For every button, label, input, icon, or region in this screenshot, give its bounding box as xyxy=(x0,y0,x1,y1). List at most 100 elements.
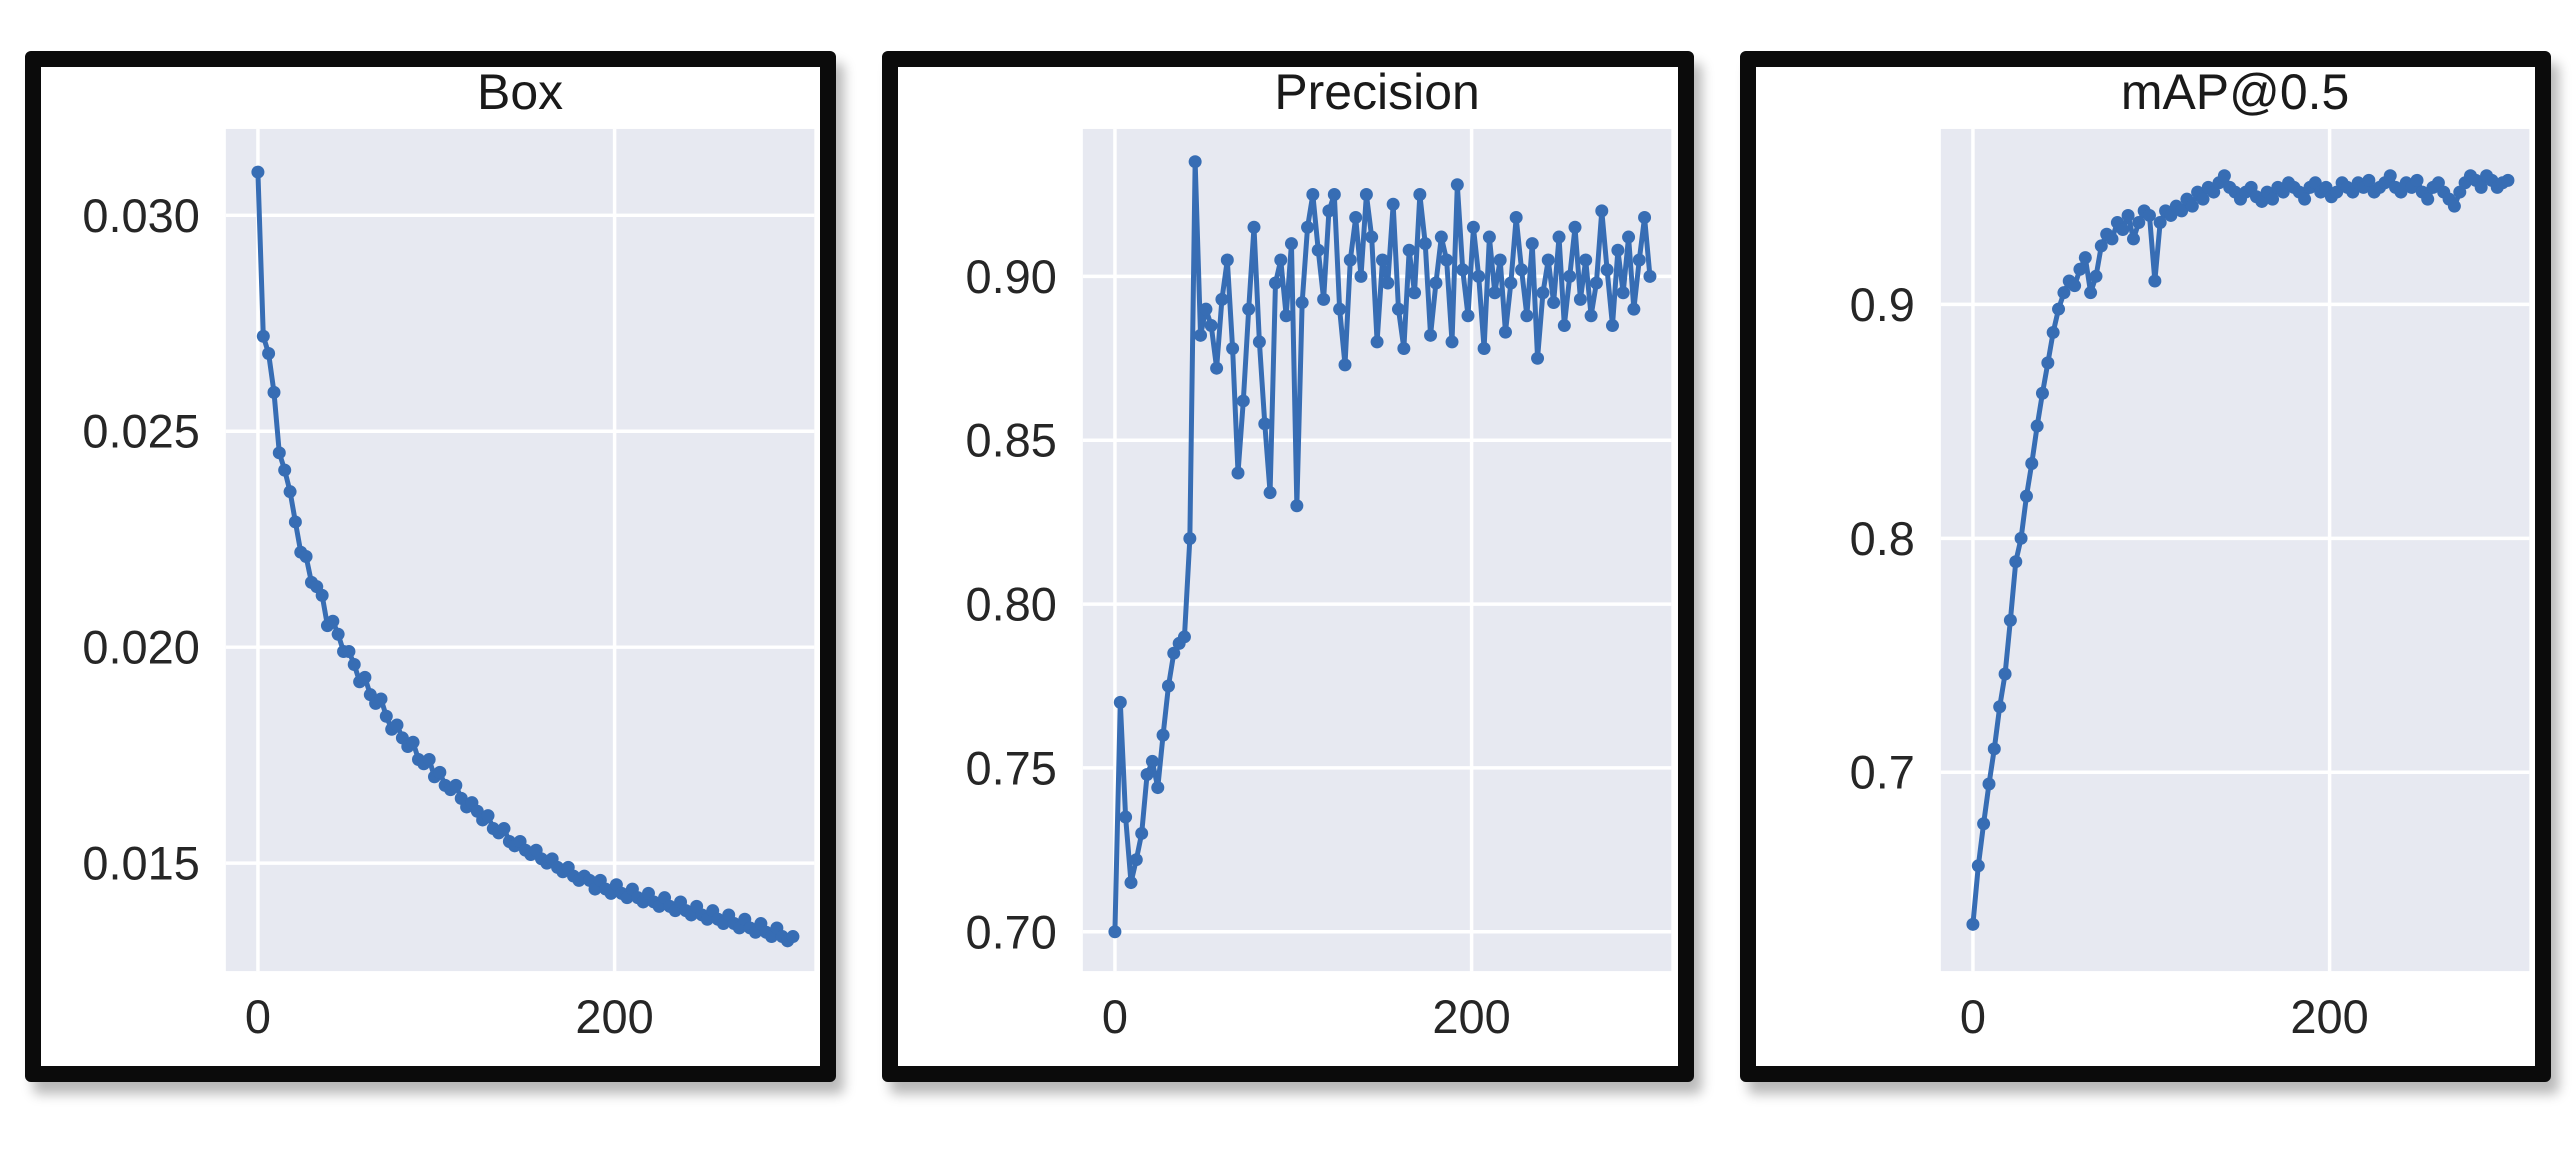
data-point xyxy=(2030,419,2044,433)
data-point xyxy=(1194,328,1208,342)
data-point xyxy=(2319,180,2333,194)
data-point xyxy=(449,778,463,792)
data-point xyxy=(1231,466,1245,480)
data-point xyxy=(1322,204,1336,218)
data-point xyxy=(1992,700,2006,714)
data-point xyxy=(1140,767,1154,781)
data-point xyxy=(1494,253,1508,267)
data-point xyxy=(278,463,292,477)
data-point xyxy=(2447,199,2461,213)
data-point xyxy=(1312,243,1326,257)
data-point xyxy=(786,930,800,944)
data-point xyxy=(2142,208,2156,222)
data-point xyxy=(1317,292,1331,306)
data-point xyxy=(1987,742,2001,756)
y-tick-label: 0.025 xyxy=(82,405,199,458)
data-point xyxy=(1205,319,1219,333)
data-point xyxy=(1531,351,1545,365)
data-point xyxy=(2105,232,2119,246)
data-point xyxy=(2420,192,2434,206)
data-point xyxy=(2041,356,2054,370)
data-point xyxy=(1135,826,1149,840)
data-point xyxy=(1178,630,1192,644)
data-point xyxy=(1183,532,1197,546)
data-point xyxy=(1552,230,1566,244)
data-point xyxy=(1579,253,1593,267)
x-tick-label: 0 xyxy=(1102,990,1128,1043)
data-point xyxy=(1617,286,1630,300)
data-point xyxy=(2003,613,2017,627)
data-point xyxy=(2008,555,2022,569)
data-point xyxy=(1167,646,1181,660)
data-point xyxy=(1966,917,1980,931)
data-point xyxy=(1295,296,1309,310)
data-point xyxy=(2126,232,2140,246)
data-point xyxy=(1488,286,1502,300)
data-point xyxy=(1483,230,1497,244)
data-point xyxy=(2362,173,2376,187)
data-point xyxy=(2383,169,2397,183)
data-point xyxy=(347,658,361,671)
map05-chart: mAP@0.5 0.9 0.8 0.7 0 200 xyxy=(1849,67,2529,1043)
data-point xyxy=(1982,777,1996,791)
data-point xyxy=(1210,361,1224,375)
data-point xyxy=(1279,309,1293,323)
data-point xyxy=(2410,173,2424,187)
data-point xyxy=(2474,180,2488,194)
data-point xyxy=(1290,499,1304,513)
data-point xyxy=(1285,237,1299,251)
data-point xyxy=(1221,253,1235,267)
data-point xyxy=(1370,335,1384,349)
data-point xyxy=(1429,276,1443,290)
data-point xyxy=(1114,695,1128,709)
data-point xyxy=(1301,220,1315,234)
y-tick-label: 0.9 xyxy=(1849,278,1914,331)
data-point xyxy=(1520,309,1534,323)
data-point xyxy=(299,550,313,564)
data-point xyxy=(1976,817,1990,831)
data-point xyxy=(1542,253,1556,267)
data-point xyxy=(481,809,495,823)
data-point xyxy=(2501,173,2515,187)
chart-title: mAP@0.5 xyxy=(2121,67,2349,120)
data-point xyxy=(1344,253,1358,267)
box-loss-chart: Box 0.030 0.025 0.020 0.015 0 200 xyxy=(82,67,815,1043)
data-point xyxy=(1156,728,1170,742)
precision-chart: Precision 0.90 0.85 0.80 0.75 0.70 0 200 xyxy=(966,67,1672,1043)
y-tick-label: 0.8 xyxy=(1849,512,1914,565)
data-point xyxy=(2297,192,2311,206)
data-point xyxy=(1568,220,1582,234)
data-point xyxy=(1451,178,1465,192)
data-point xyxy=(1333,302,1347,316)
data-point xyxy=(2083,286,2097,300)
data-point xyxy=(2196,192,2210,206)
data-point xyxy=(2174,204,2188,218)
data-point xyxy=(1461,309,1475,323)
data-point xyxy=(2115,223,2129,237)
data-point xyxy=(1151,781,1165,795)
data-point xyxy=(1574,292,1588,306)
data-point xyxy=(1622,230,1636,244)
data-point xyxy=(1215,292,1229,306)
data-point xyxy=(2046,325,2060,339)
data-point xyxy=(358,670,372,684)
x-tick-label: 0 xyxy=(1960,990,1986,1043)
data-point xyxy=(315,588,329,602)
data-point xyxy=(262,347,276,361)
chart-title: Precision xyxy=(1275,67,1480,120)
data-point xyxy=(1590,276,1604,290)
data-point xyxy=(1477,342,1491,356)
data-point xyxy=(1199,302,1213,316)
data-point xyxy=(272,446,286,460)
data-point xyxy=(1971,859,1985,873)
data-point xyxy=(1162,679,1176,693)
data-point xyxy=(1558,319,1572,333)
data-point xyxy=(1536,286,1550,300)
data-point xyxy=(497,822,511,836)
data-point xyxy=(1402,243,1416,257)
chart-title: Box xyxy=(477,67,563,120)
data-point xyxy=(1387,197,1400,211)
panel-precision: Precision 0.90 0.85 0.80 0.75 0.70 0 200 xyxy=(882,51,1694,1082)
data-point xyxy=(1408,286,1422,300)
data-point xyxy=(1247,220,1261,234)
